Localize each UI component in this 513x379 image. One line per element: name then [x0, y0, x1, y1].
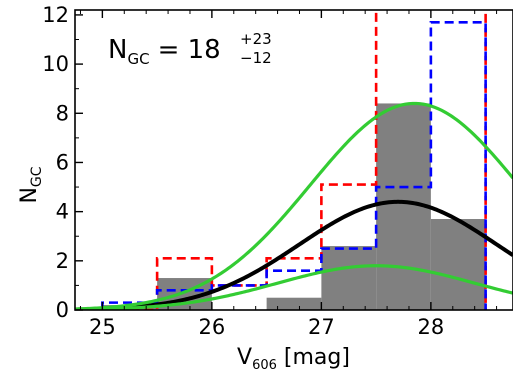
annotation-plus: +23: [240, 30, 272, 48]
y-tick-label-4: 8: [56, 101, 69, 125]
annotation-name: N: [108, 35, 127, 65]
x-axis-title-rest: [mag]: [277, 345, 350, 370]
y-tick-label-3: 6: [56, 150, 69, 174]
histogram-bar-4: [321, 246, 377, 310]
y-tick-label-0: 0: [56, 298, 69, 322]
annotation: NGC = 18: [108, 35, 221, 68]
x-tick-label-2: 27: [308, 315, 335, 339]
x-tick-label-1: 26: [199, 315, 226, 339]
y-axis-title-sub: GC: [29, 166, 45, 187]
y-axis-title-main: N: [17, 187, 42, 203]
x-axis-title: V606 [mag]: [237, 345, 350, 373]
histogram-bar-6: [430, 219, 486, 310]
annotation-equals: = 18: [158, 35, 221, 65]
plot-frame: [74, 9, 513, 311]
y-tick-label-1: 2: [56, 249, 69, 273]
annotation-name-sub: GC: [127, 50, 149, 68]
x-axis-title-sub: 606: [252, 358, 277, 373]
x-tick-label-0: 25: [89, 315, 116, 339]
y-tick-label-5: 10: [42, 52, 69, 76]
y-tick-label-6: 12: [42, 3, 69, 27]
x-axis-title-main: V: [237, 345, 252, 370]
step-line-1: [102, 10, 487, 310]
histogram-bar-3: [266, 297, 322, 310]
gaussian-curve-4: [75, 101, 513, 310]
y-axis-title: NGC: [17, 166, 45, 203]
y-tick-label-2: 4: [56, 200, 69, 224]
annotation-minus: −12: [240, 49, 272, 67]
gaussian-curve-5: [75, 264, 513, 310]
x-tick-label-3: 28: [418, 315, 445, 339]
